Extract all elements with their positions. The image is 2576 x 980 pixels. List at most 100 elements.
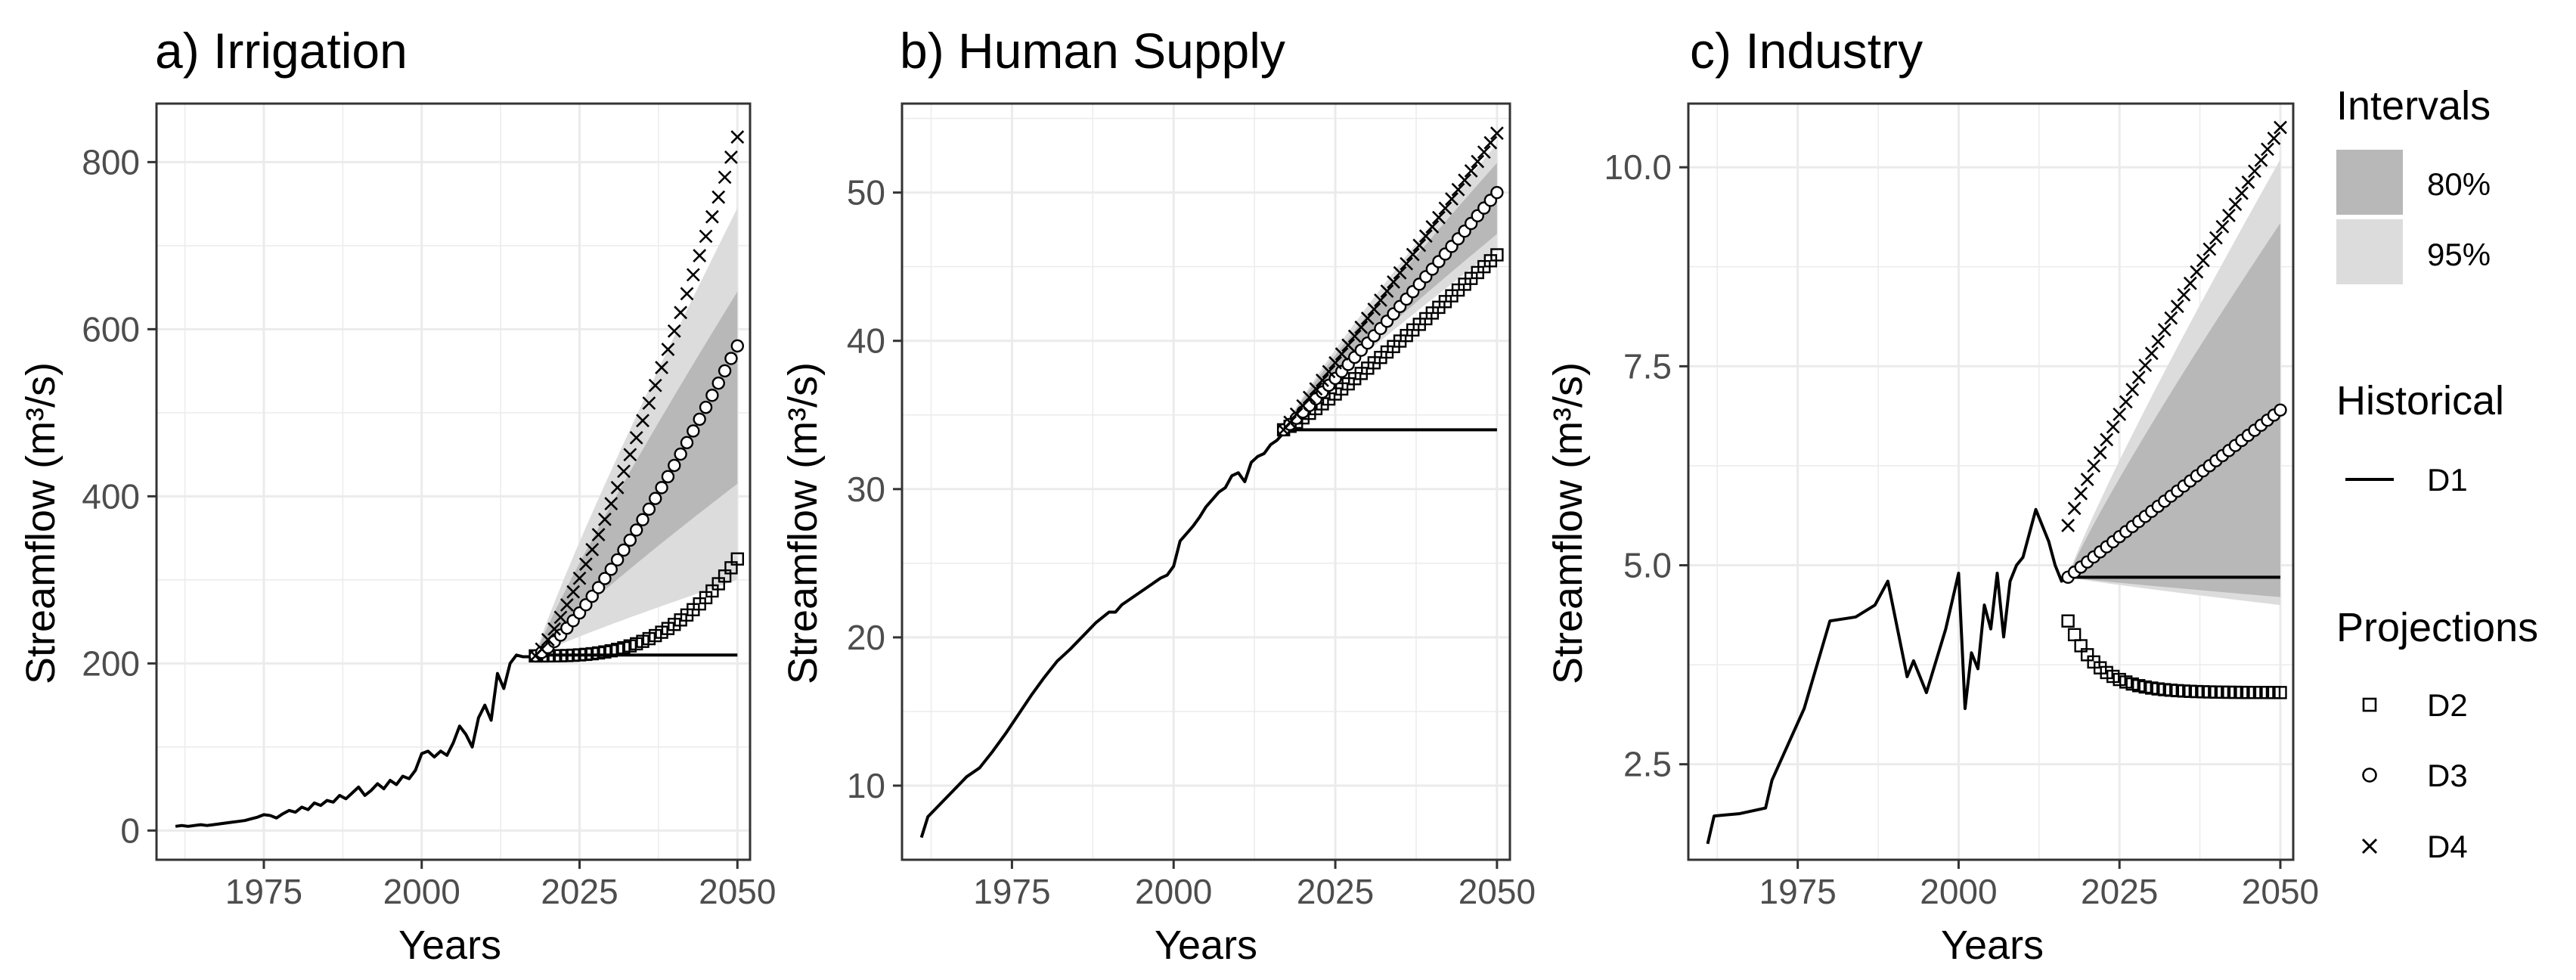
marker-d4-cross (604, 497, 618, 510)
marker-d4-cross (2190, 265, 2204, 279)
historical-line-d1 (175, 653, 536, 828)
marker-d4-cross (2234, 186, 2249, 200)
marker-d4-cross (1387, 275, 1400, 289)
marker-d4-cross (648, 378, 662, 392)
marker-d4-cross (2267, 132, 2281, 145)
legend-intervals-title: Intervals (2336, 83, 2491, 129)
y-tick-label: 400 (82, 476, 140, 516)
marker-d3-circle (617, 543, 631, 557)
x-tick-label: 2050 (1458, 872, 1536, 911)
panel-b-y-axis-title: Streamflow (m³/s) (780, 362, 826, 684)
marker-d4-cross (2202, 242, 2217, 256)
marker-d4-cross (686, 268, 700, 282)
marker-d4-cross (1341, 338, 1356, 352)
marker-d4-cross (724, 150, 738, 164)
legend-square-icon (2362, 697, 2377, 712)
marker-d4-cross (2215, 219, 2230, 234)
x-tick-label: 2025 (2081, 872, 2158, 911)
marker-d4-cross (1418, 229, 1433, 243)
y-tick-label: 2.5 (1623, 745, 1672, 784)
marker-d4-cross (2170, 299, 2184, 314)
marker-d4-cross (1489, 126, 1504, 141)
marker-d2-square (730, 552, 744, 566)
marker-d4-cross (1412, 238, 1427, 253)
panel-a-title: a) Irrigation (155, 23, 408, 79)
legend: Intervals 80% 95% Historical D1 Projecti… (2336, 83, 2538, 864)
marker-d4-cross (693, 249, 707, 262)
panel-c-title: c) Industry (1690, 23, 1923, 79)
marker-d4-cross (2254, 153, 2268, 167)
marker-d4-cross (2106, 420, 2120, 434)
marker-d4-cross (2061, 518, 2075, 532)
marker-d3-circle (1490, 185, 1504, 200)
panel-b-title: b) Human Supply (900, 23, 1285, 79)
legend-label-80: 80% (2427, 166, 2491, 202)
x-tick-label: 2000 (383, 872, 460, 911)
marker-d3-circle (680, 436, 694, 450)
marker-d4-cross (1406, 247, 1420, 262)
marker-d4-cross (610, 480, 625, 495)
panel-b-x-axis-title: Years (1155, 923, 1257, 968)
legend-circle-icon (2362, 768, 2377, 783)
legend-swatch-95 (2336, 219, 2403, 284)
marker-d4-cross (2074, 486, 2088, 501)
marker-d3-circle (724, 352, 738, 365)
marker-d4-cross (566, 585, 581, 599)
marker-d4-cross (1445, 192, 1458, 206)
y-tick-label: 10 (847, 766, 885, 805)
marker-d4-cross (1367, 302, 1381, 316)
marker-d4-cross (2248, 164, 2261, 178)
x-tick-label: 2025 (541, 872, 618, 911)
marker-d2-square (2274, 686, 2287, 699)
y-tick-label: 40 (847, 321, 885, 361)
marker-d3-circle (2274, 403, 2287, 417)
legend-label-95: 95% (2427, 237, 2491, 272)
marker-d4-cross (2183, 276, 2197, 290)
marker-d4-cross (2100, 433, 2114, 447)
marker-d4-cross (553, 610, 568, 625)
marker-d4-cross (2209, 231, 2223, 245)
panel-c-x-axis-title: Years (1941, 923, 2044, 968)
marker-d3-circle (636, 513, 649, 526)
marker-d4-cross (1302, 390, 1316, 405)
marker-d4-cross (1483, 135, 1498, 150)
marker-d4-cross (718, 170, 732, 185)
marker-d4-cross (598, 512, 612, 526)
legend-label-d4: D4 (2427, 829, 2468, 864)
marker-d4-cross (711, 190, 726, 204)
band-80 (2068, 222, 2280, 597)
marker-d4-cross (1380, 284, 1394, 298)
marker-d3-circle (730, 339, 744, 353)
marker-d4-cross (1360, 311, 1375, 325)
legend-label-d2: D2 (2427, 687, 2468, 723)
marker-d3-circle (585, 589, 599, 603)
marker-d4-cross (2119, 395, 2133, 409)
marker-d4-cross (1451, 182, 1465, 197)
y-tick-label: 50 (847, 173, 885, 212)
marker-d4-cross (2261, 142, 2274, 157)
marker-d4-cross (2228, 197, 2243, 212)
marker-d4-cross (2196, 253, 2210, 268)
legend-cross-icon (2361, 838, 2378, 854)
marker-d4-cross (1464, 164, 1478, 178)
legend-swatch-80 (2336, 150, 2403, 215)
y-tick-label: 0 (120, 811, 140, 850)
marker-d4-cross (2177, 287, 2191, 302)
marker-d3-circle (711, 376, 725, 390)
plot-background (902, 104, 1510, 860)
marker-d4-cross (1431, 210, 1446, 225)
marker-d4-cross (1347, 329, 1362, 343)
marker-d4-cross (2144, 346, 2159, 361)
marker-d4-cross (1316, 373, 1329, 387)
marker-d4-cross (1322, 364, 1336, 379)
marker-d4-cross (1393, 265, 1407, 280)
marker-d4-cross (1354, 320, 1369, 334)
marker-d4-cross (1334, 347, 1349, 361)
marker-d4-cross (1438, 201, 1452, 216)
panel-c-y-axis-title: Streamflow (m³/s) (1545, 362, 1591, 684)
marker-d4-cross (2157, 323, 2171, 336)
panel-a-plot: 1975 2000 2025 2050 0 200 400 600 800 (82, 102, 776, 911)
marker-d4-cross (1458, 173, 1472, 188)
marker-d4-cross (674, 305, 688, 320)
y-tick-label: 20 (847, 618, 885, 657)
